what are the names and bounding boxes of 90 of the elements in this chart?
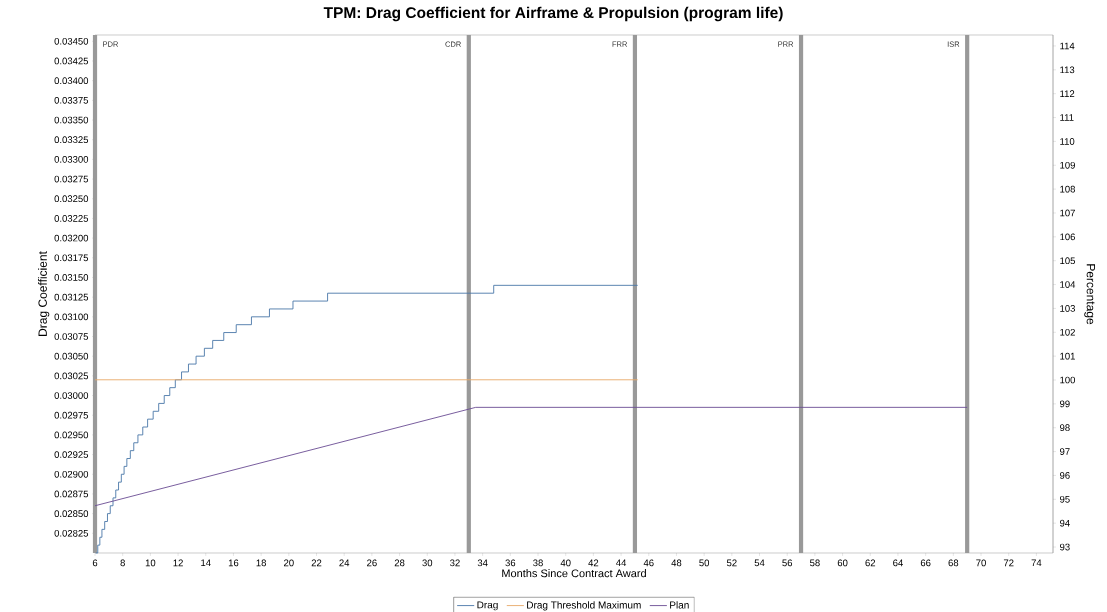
y2-tick-label: 109 [1060, 161, 1075, 169]
y2-tick-label: 93 [1060, 543, 1070, 551]
y-tick-label: 0.02900 [54, 470, 89, 478]
x-tick-label: 26 [367, 559, 377, 567]
y2-tick-label: 114 [1060, 42, 1075, 50]
y-tick-label: 0.03450 [54, 37, 89, 45]
y2-tick-label: 113 [1060, 66, 1075, 74]
x-tick-label: 54 [754, 559, 765, 567]
y2-tick-label: 99 [1060, 400, 1070, 408]
x-tick-label: 10 [145, 559, 156, 567]
y2-tick-label: 100 [1060, 376, 1076, 384]
x-tick-label: 32 [450, 559, 460, 567]
y-tick-label: 0.02975 [54, 411, 89, 419]
x-tick-label: 56 [782, 559, 793, 567]
x-tick-label: 24 [339, 559, 350, 567]
y2-axis-title: Percentage [1084, 264, 1096, 325]
x-tick-label: 28 [394, 559, 405, 567]
y-tick-label: 0.03325 [54, 136, 89, 144]
y-tick-label: 0.03275 [54, 175, 89, 183]
y2-tick-label: 94 [1060, 519, 1070, 527]
y-axis-title: Drag Coefficient [38, 251, 50, 336]
y-tick-label: 0.02925 [54, 451, 89, 458]
y2-tick-label: 104 [1060, 281, 1076, 288]
legend-label: Plan [670, 601, 689, 609]
y-tick-label: 0.03175 [54, 254, 89, 262]
y2-tick-label: 98 [1060, 424, 1070, 432]
x-tick-label: 18 [256, 559, 267, 567]
y-tick-label: 0.03400 [54, 77, 89, 85]
y-tick-label: 0.03150 [54, 274, 89, 281]
x-tick-label: 38 [533, 559, 543, 567]
y2-tick-label: 112 [1060, 90, 1075, 97]
y-tick-label: 0.02950 [54, 431, 89, 439]
y-tick-label: 0.03075 [54, 333, 89, 340]
x-tick-label: 48 [671, 559, 682, 567]
y-tick-label: 0.02875 [54, 490, 89, 498]
x-tick-label: 70 [976, 559, 986, 567]
legend-label: Drag [477, 601, 498, 611]
y-tick-label: 0.02850 [54, 510, 89, 517]
x-tick-label: 14 [201, 559, 211, 567]
x-tick-label: 40 [560, 559, 571, 567]
x-tick-label: 60 [837, 559, 848, 567]
chart-title: TPM: Drag Coefficient for Airframe & Propulsion (program life) [323, 6, 783, 22]
y-tick-label: 0.03125 [54, 293, 89, 301]
x-tick-label: 62 [865, 559, 876, 567]
x-tick-label: 6 [92, 559, 98, 567]
x-tick-label: 42 [588, 559, 599, 567]
x-tick-label: 50 [699, 559, 710, 567]
y-tick-label: 0.03000 [54, 392, 89, 399]
y2-tick-label: 95 [1060, 495, 1070, 503]
x-tick-label: 20 [284, 559, 294, 567]
y2-tick-label: 107 [1060, 209, 1075, 217]
y-tick-label: 0.03250 [54, 195, 89, 203]
y-tick-label: 0.03425 [54, 57, 89, 65]
y-tick-label: 0.02825 [54, 529, 89, 537]
y2-tick-label: 110 [1060, 138, 1075, 145]
y-tick-label: 0.03225 [54, 215, 89, 222]
x-tick-label: 30 [422, 559, 433, 567]
x-tick-label: 58 [809, 559, 820, 567]
y2-tick-label: 101 [1060, 352, 1075, 360]
y2-tick-label: 103 [1060, 305, 1075, 312]
y-tick-label: 0.03200 [54, 234, 89, 242]
y-tick-label: 0.03050 [54, 352, 89, 360]
y2-tick-label: 97 [1060, 448, 1070, 455]
y2-tick-label: 106 [1060, 233, 1075, 241]
y-tick-label: 0.03025 [54, 372, 89, 380]
y2-tick-label: 108 [1060, 185, 1075, 193]
x-tick-label: 44 [616, 559, 627, 567]
x-tick-label: 36 [505, 559, 516, 567]
x-tick-label: 74 [1031, 559, 1042, 567]
x-tick-label: 16 [228, 559, 239, 567]
x-tick-label: 34 [477, 559, 488, 567]
x-axis-title: Months Since Contract Award [502, 569, 646, 578]
y2-tick-label: 102 [1060, 328, 1075, 336]
y-tick-label: 0.03100 [54, 313, 89, 321]
x-tick-label: 66 [920, 559, 931, 567]
x-tick-label: 8 [120, 559, 125, 567]
y2-tick-label: 111 [1060, 114, 1074, 121]
legend-label: Drag Threshold Maximum [527, 601, 641, 611]
y2-tick-label: 96 [1060, 472, 1070, 479]
x-tick-label: 68 [948, 559, 959, 567]
x-tick-label: 52 [726, 559, 737, 567]
y-tick-label: 0.03350 [54, 116, 89, 124]
y-tick-label: 0.03375 [54, 96, 89, 104]
x-tick-label: 64 [893, 559, 903, 567]
y-tick-label: 0.03300 [54, 156, 89, 163]
x-tick-label: 46 [643, 559, 654, 567]
x-tick-label: 72 [1003, 559, 1014, 567]
y2-tick-label: 105 [1060, 257, 1076, 265]
x-tick-label: 22 [311, 559, 322, 567]
x-tick-label: 12 [173, 559, 183, 567]
